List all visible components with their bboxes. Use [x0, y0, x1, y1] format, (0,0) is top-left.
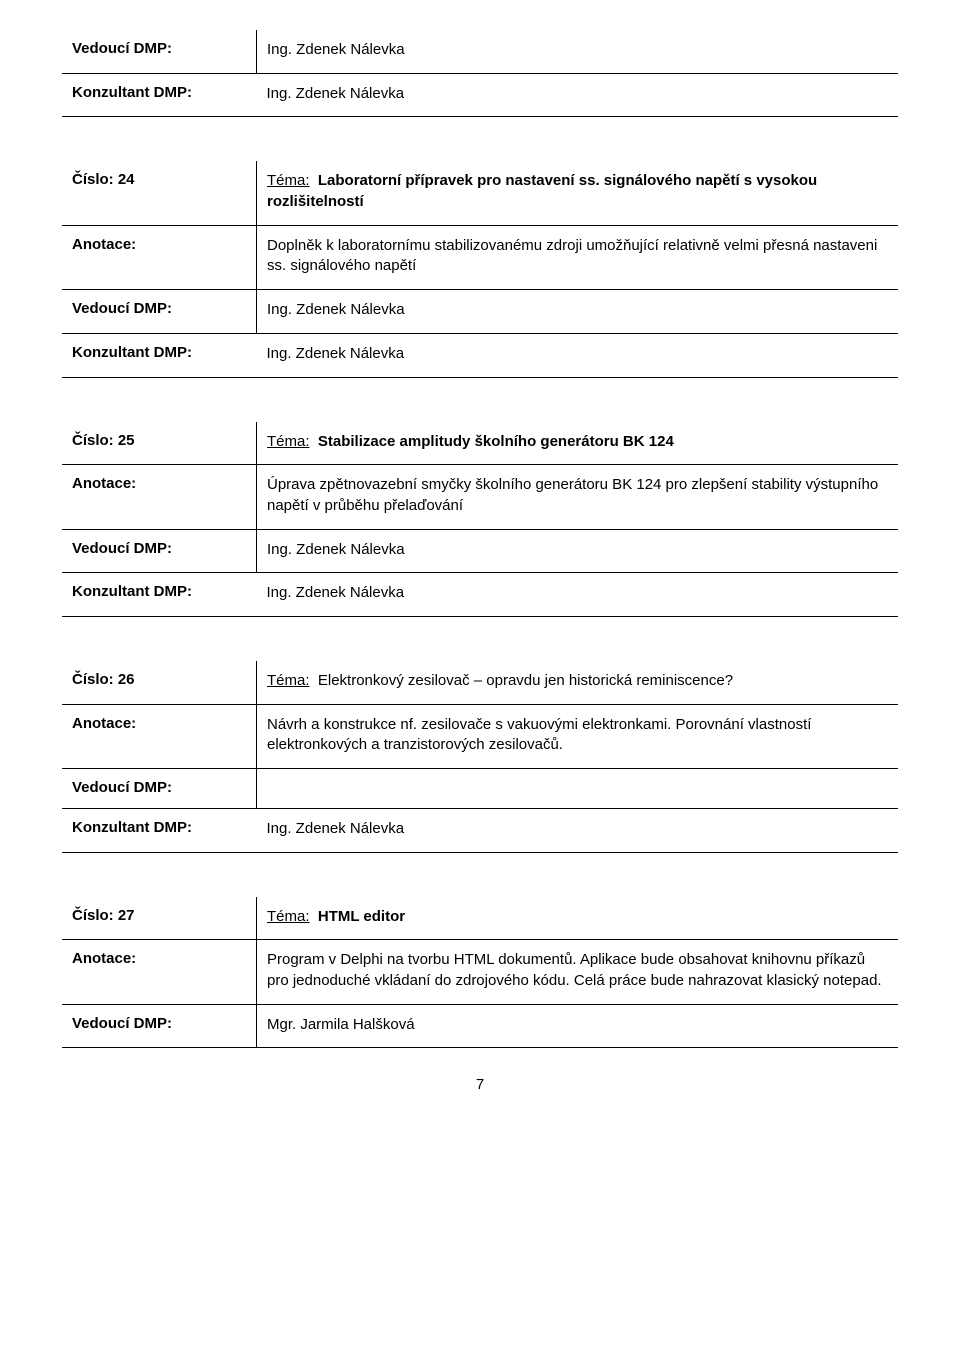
tema-label: Téma: [267, 672, 310, 689]
konzultant-value: Ing. Zdenek Nálevka [257, 809, 899, 853]
cislo-label: Číslo: 27 [62, 897, 257, 940]
konzultant-label: Konzultant DMP: [62, 573, 257, 617]
tema-title: Laboratorní přípravek pro nastavení ss. … [267, 172, 817, 210]
cislo-prefix: Číslo: [72, 907, 114, 924]
entry-25: Číslo: 25 Téma: Stabilizace amplitudy šk… [62, 422, 898, 617]
cislo-prefix: Číslo: [72, 171, 114, 188]
anotace-text: Program v Delphi na tvorbu HTML dokument… [257, 940, 899, 1004]
cislo-label: Číslo: 25 [62, 422, 257, 465]
vedouci-label: Vedoucí DMP: [62, 1004, 257, 1048]
tema-title-text: Stabilizace amplitudy školního generátor… [318, 433, 674, 450]
tema-title: HTML editor [318, 908, 405, 925]
cislo-number: 25 [118, 432, 135, 449]
konzultant-label: Konzultant DMP: [62, 73, 257, 117]
vedouci-label: Vedoucí DMP: [62, 30, 257, 73]
tema-title-text: Elektronkový zesilovač – opravdu jen his… [318, 672, 733, 689]
vedouci-label: Vedoucí DMP: [62, 290, 257, 334]
konzultant-value: Ing. Zdenek Nálevka [257, 333, 899, 377]
vedouci-value: Ing. Zdenek Nálevka [257, 529, 899, 573]
entry-26: Číslo: 26 Téma: Elektronkový zesilovač –… [62, 661, 898, 853]
tema-cell: Téma: Laboratorní přípravek pro nastaven… [257, 161, 899, 225]
anotace-label: Anotace: [62, 225, 257, 289]
anotace-label: Anotace: [62, 704, 257, 768]
tema-cell: Téma: Elektronkový zesilovač – opravdu j… [257, 661, 899, 704]
vedouci-value: Mgr. Jarmila Halšková [257, 1004, 899, 1048]
cislo-number: 26 [118, 671, 135, 688]
tema-cell: Téma: Stabilizace amplitudy školního gen… [257, 422, 899, 465]
vedouci-label: Vedoucí DMP: [62, 769, 257, 809]
konzultant-label: Konzultant DMP: [62, 333, 257, 377]
anotace-text: Návrh a konstrukce nf. zesilovače s vaku… [257, 704, 899, 768]
vedouci-label: Vedoucí DMP: [62, 529, 257, 573]
konzultant-value: Ing. Zdenek Nálevka [257, 73, 899, 117]
tema-label: Téma: [267, 172, 310, 189]
cislo-number: 24 [118, 171, 135, 188]
anotace-text: Úprava zpětnovazební smyčky školního gen… [257, 465, 899, 529]
vedouci-value: Ing. Zdenek Nálevka [257, 290, 899, 334]
tema-cell: Téma: HTML editor [257, 897, 899, 940]
vedouci-value: Ing. Zdenek Nálevka [257, 30, 899, 73]
cislo-prefix: Číslo: [72, 432, 114, 449]
tema-label: Téma: [267, 433, 310, 450]
tema-title: Stabilizace amplitudy školního generátor… [314, 433, 674, 450]
cislo-label: Číslo: 24 [62, 161, 257, 225]
entry-24: Číslo: 24 Téma: Laboratorní přípravek pr… [62, 161, 898, 377]
konzultant-value: Ing. Zdenek Nálevka [257, 573, 899, 617]
anotace-label: Anotace: [62, 465, 257, 529]
cislo-prefix: Číslo: [72, 671, 114, 688]
anotace-text: Doplněk k laboratornímu stabilizovanému … [257, 225, 899, 289]
page-number: 7 [62, 1076, 898, 1093]
tema-label: Téma: [267, 908, 310, 925]
entry-27: Číslo: 27 Téma: HTML editor Anotace: Pro… [62, 897, 898, 1049]
cislo-number: 27 [118, 907, 135, 924]
entry-fragment-top: Vedoucí DMP: Ing. Zdenek Nálevka Konzult… [62, 30, 898, 117]
anotace-label: Anotace: [62, 940, 257, 1004]
cislo-label: Číslo: 26 [62, 661, 257, 704]
vedouci-value [257, 769, 899, 809]
konzultant-label: Konzultant DMP: [62, 809, 257, 853]
